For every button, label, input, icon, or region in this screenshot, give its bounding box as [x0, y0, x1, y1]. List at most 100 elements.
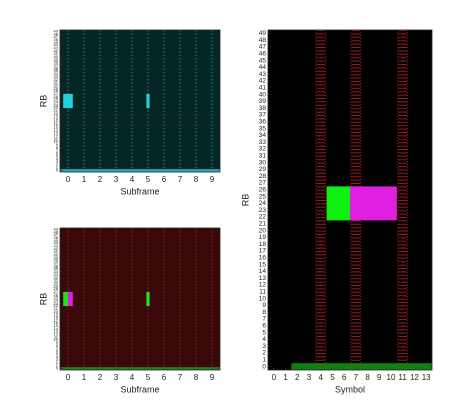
y-axis-label: RB — [240, 194, 250, 207]
y-tick-label: 38 — [54, 258, 59, 263]
y-tick-label: 0 — [262, 363, 266, 370]
y-tick-label: 23 — [54, 300, 59, 305]
y-tick-label: 44 — [259, 64, 267, 71]
y-tick-label: 13 — [259, 275, 267, 282]
y-tick-label: 1 — [262, 357, 266, 364]
y-axis-label: RB — [38, 95, 48, 108]
y-tick-label: 49 — [259, 30, 267, 37]
y-tick-label: 33 — [54, 74, 59, 79]
y-tick-label: 29 — [259, 166, 267, 173]
block — [68, 291, 73, 307]
y-tick-label: 25 — [54, 295, 59, 300]
y-tick-label: 49 — [54, 28, 59, 33]
x-tick-label: 1 — [283, 373, 288, 382]
y-tick-label: 48 — [259, 37, 267, 44]
y-tick-label: 33 — [259, 139, 267, 146]
y-tick-label: 40 — [54, 252, 59, 257]
x-tick-label: 2 — [98, 373, 103, 382]
y-tick-label: 22 — [54, 105, 59, 110]
y-tick-label: 22 — [259, 214, 267, 221]
y-tick-label: 45 — [54, 238, 59, 243]
y-tick-label: 29 — [54, 85, 59, 90]
x-tick-label: 6 — [162, 373, 167, 382]
x-tick-label: 6 — [162, 175, 167, 184]
y-tick-label: 25 — [54, 97, 59, 102]
y-tick-label: 42 — [259, 78, 267, 85]
y-tick-label: 2 — [56, 162, 59, 167]
y-tick-label: 1 — [56, 363, 59, 368]
y-tick-label: 15 — [54, 323, 59, 328]
y-tick-label: 27 — [54, 91, 59, 96]
y-tick-label: 32 — [54, 275, 59, 280]
y-tick-label: 49 — [54, 226, 59, 231]
y-tick-label: 25 — [259, 193, 267, 200]
y-tick-label: 44 — [54, 241, 59, 246]
y-tick-label: 17 — [54, 317, 59, 322]
y-tick-label: 43 — [259, 71, 267, 78]
x-tick-label: 7 — [354, 373, 359, 382]
y-tick-label: 39 — [259, 98, 267, 105]
y-tick-label: 29 — [54, 283, 59, 288]
y-tick-label: 8 — [56, 343, 59, 348]
y-tick-label: 11 — [54, 334, 59, 339]
y-tick-label: 46 — [54, 235, 59, 240]
y-tick-label: 12 — [259, 282, 267, 289]
y-tick-label: 45 — [54, 40, 59, 45]
y-tick-label: 36 — [259, 119, 267, 126]
plot-frame — [59, 227, 221, 371]
y-tick-label: 23 — [259, 207, 267, 214]
y-tick-label: 5 — [56, 153, 59, 158]
plot-background — [60, 228, 220, 370]
y-tick-label: 18 — [54, 315, 59, 320]
y-tick-label: 35 — [259, 125, 267, 132]
y-tick-label: 32 — [259, 146, 267, 153]
y-tick-label: 18 — [54, 117, 59, 122]
y-tick-label: 19 — [54, 312, 59, 317]
x-tick-label: 8 — [194, 373, 199, 382]
block — [60, 169, 220, 172]
block — [326, 186, 350, 221]
x-tick-label: 5 — [330, 373, 335, 382]
x-tick-label: 4 — [318, 373, 323, 382]
y-tick-label: 15 — [54, 125, 59, 130]
y-tick-label: 39 — [54, 57, 59, 62]
y-tick-label: 48 — [54, 31, 59, 36]
x-tick-label: 8 — [194, 175, 199, 184]
y-tick-label: 9 — [262, 302, 266, 309]
y-tick-label: 36 — [54, 263, 59, 268]
y-tick-label: 26 — [259, 187, 267, 194]
y-tick-label: 26 — [54, 94, 59, 99]
y-tick-label: 9 — [56, 340, 59, 345]
y-tick-label: 3 — [56, 159, 59, 164]
y-tick-label: 42 — [54, 246, 59, 251]
y-tick-label: 41 — [259, 85, 267, 92]
y-tick-label: 28 — [54, 286, 59, 291]
y-tick-label: 0 — [56, 366, 59, 371]
y-tick-label: 32 — [54, 77, 59, 82]
block — [63, 291, 68, 307]
block — [63, 93, 73, 109]
y-tick-label: 24 — [259, 200, 267, 207]
y-tick-label: 38 — [54, 60, 59, 65]
y-tick-label: 6 — [56, 151, 59, 156]
block — [291, 363, 432, 370]
y-tick-label: 41 — [54, 51, 59, 56]
x-axis-label: Symbol — [335, 384, 365, 394]
y-tick-label: 37 — [259, 112, 267, 119]
y-tick-label: 30 — [259, 159, 267, 166]
y-tick-label: 20 — [259, 227, 267, 234]
y-tick-label: 40 — [259, 91, 267, 98]
y-tick-label: 30 — [54, 82, 59, 87]
y-tick-label: 26 — [54, 292, 59, 297]
y-tick-label: 17 — [54, 119, 59, 124]
y-tick-label: 14 — [54, 128, 59, 133]
x-tick-label: 7 — [178, 175, 183, 184]
y-tick-label: 33 — [54, 272, 59, 277]
y-tick-label: 28 — [54, 88, 59, 93]
x-tick-label: 12 — [410, 373, 419, 382]
y-tick-label: 19 — [54, 114, 59, 119]
block — [146, 291, 150, 307]
y-tick-label: 43 — [54, 46, 59, 51]
y-tick-label: 2 — [56, 360, 59, 365]
